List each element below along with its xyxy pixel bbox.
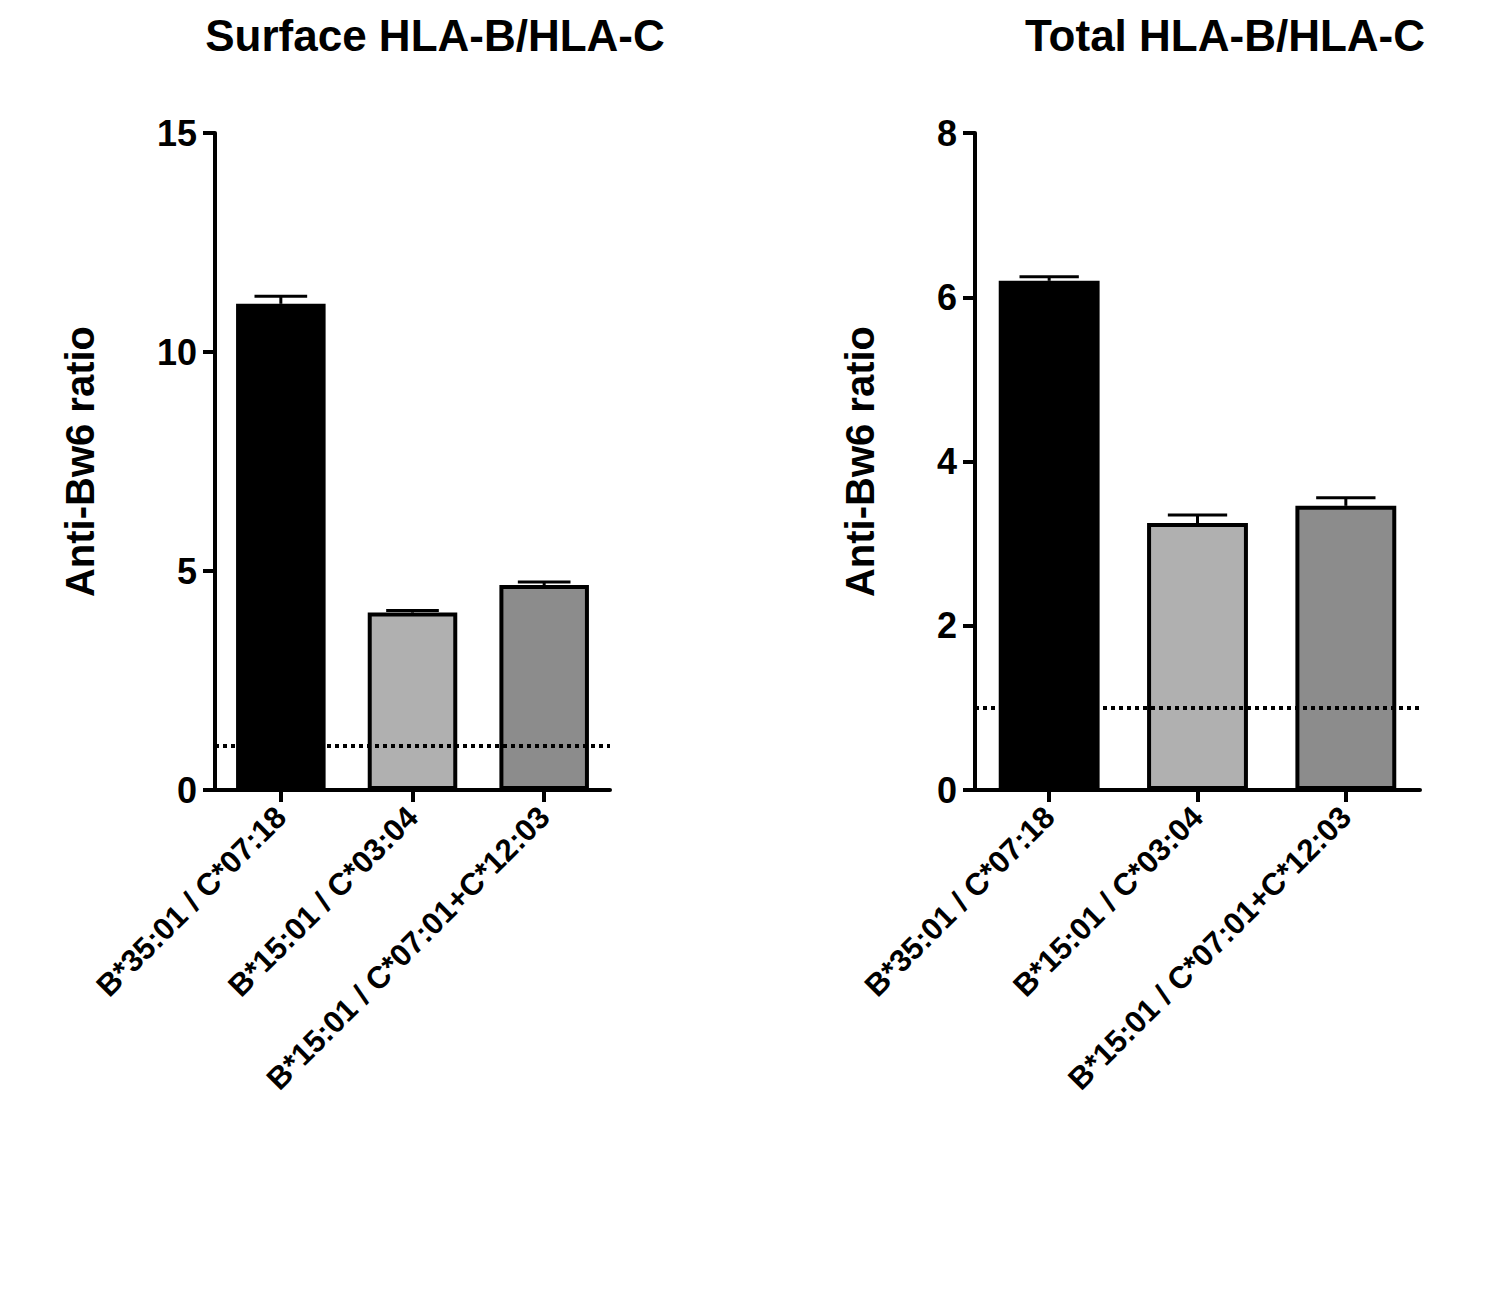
svg-text:B*35:01 / C*07:18: B*35:01 / C*07:18 xyxy=(857,799,1062,1004)
svg-text:15: 15 xyxy=(157,113,197,154)
svg-text:8: 8 xyxy=(937,113,957,154)
svg-text:4: 4 xyxy=(937,441,957,482)
svg-text:B*15:01 / C*07:01+C*12:03: B*15:01 / C*07:01+C*12:03 xyxy=(260,800,557,1097)
svg-text:B*15:01 / C*03:04: B*15:01 / C*03:04 xyxy=(221,799,425,1004)
svg-text:0: 0 xyxy=(177,770,197,811)
svg-text:5: 5 xyxy=(177,551,197,592)
svg-text:Total HLA-B/HLA-C: Total HLA-B/HLA-C xyxy=(1025,11,1425,60)
svg-text:6: 6 xyxy=(937,277,957,318)
svg-text:10: 10 xyxy=(157,332,197,373)
svg-text:B*15:01 / C*07:01+C*12:03: B*15:01 / C*07:01+C*12:03 xyxy=(1061,800,1358,1097)
svg-text:2: 2 xyxy=(937,605,957,646)
svg-text:Anti-Bw6 ratio: Anti-Bw6 ratio xyxy=(838,326,882,597)
svg-text:0: 0 xyxy=(937,770,957,811)
svg-text:B*35:01 / C*07:18: B*35:01 / C*07:18 xyxy=(89,799,294,1004)
svg-text:Surface HLA-B/HLA-C: Surface HLA-B/HLA-C xyxy=(205,11,665,60)
svg-text:Anti-Bw6 ratio: Anti-Bw6 ratio xyxy=(58,326,102,597)
svg-text:B*15:01 / C*03:04: B*15:01 / C*03:04 xyxy=(1006,799,1210,1004)
